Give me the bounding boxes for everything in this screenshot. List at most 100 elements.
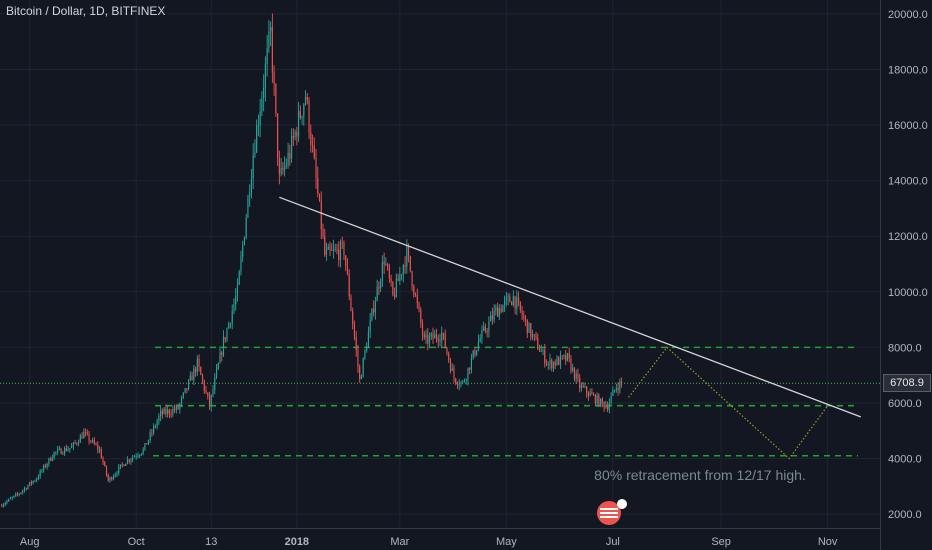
candle-body: [373, 308, 375, 313]
candle-body: [413, 286, 415, 295]
candle-body: [46, 463, 48, 467]
candle-body: [428, 336, 431, 344]
candle-body: [285, 164, 287, 166]
flag-stripe: [600, 516, 618, 518]
candle-body: [126, 459, 129, 464]
candle-body: [284, 165, 286, 170]
candle-body: [535, 335, 537, 338]
candle-body: [161, 410, 163, 415]
x-tick-label: 13: [205, 536, 217, 548]
annotation-text: 80% retracement from 12/17 high.: [594, 467, 806, 483]
candle-body: [554, 362, 556, 366]
projection-path: [628, 346, 829, 460]
candle-body: [287, 152, 289, 165]
candle-body: [359, 366, 361, 380]
candle-body: [226, 328, 228, 340]
candle-body: [60, 448, 62, 455]
candle-body: [229, 323, 232, 325]
candle-body: [568, 353, 570, 359]
candle-body: [203, 380, 205, 391]
candle-body: [392, 281, 394, 295]
x-tick-label: Nov: [818, 536, 838, 548]
candle-body: [420, 309, 422, 324]
candle-body: [198, 358, 200, 367]
candle-body: [366, 347, 368, 351]
candle-body: [205, 390, 207, 393]
candle-body: [524, 317, 527, 320]
candle-body: [182, 392, 184, 398]
candle-body: [607, 405, 609, 410]
candle-body: [621, 381, 623, 383]
candle-body: [493, 310, 495, 320]
candle-body: [416, 294, 418, 304]
candle-body: [245, 217, 247, 238]
candle-body: [589, 392, 591, 397]
candle-body: [322, 229, 324, 237]
candle-body: [1, 505, 3, 507]
candle-body: [593, 394, 595, 396]
candle-body: [271, 26, 273, 73]
candle-body: [435, 334, 438, 339]
candle-body: [455, 378, 457, 383]
candle-body: [566, 353, 569, 361]
candle-body: [8, 498, 10, 502]
candle-body: [308, 100, 310, 133]
candle-body: [215, 369, 218, 378]
us-flag-icon[interactable]: [597, 499, 627, 525]
candle-body: [318, 193, 321, 201]
candle-body: [261, 97, 263, 112]
candle-body: [371, 308, 373, 320]
candle-body: [76, 442, 78, 444]
candle-body: [364, 350, 366, 358]
candle-body: [484, 326, 486, 332]
candle-body: [552, 362, 555, 369]
candle-body: [528, 323, 530, 333]
candle-body: [559, 355, 562, 365]
candle-body: [514, 296, 516, 309]
candle-body: [97, 444, 99, 450]
candle-body: [188, 380, 190, 390]
candle-body: [263, 87, 265, 98]
candle-body: [29, 482, 31, 486]
candle-body: [346, 265, 349, 275]
trendline: [279, 196, 862, 418]
candle-body: [547, 363, 549, 365]
candle-body: [194, 368, 197, 373]
candle-body: [448, 353, 450, 361]
candle-body: [336, 249, 338, 251]
candle-body: [41, 470, 43, 472]
candle-body: [144, 443, 146, 450]
candle-body: [350, 296, 352, 311]
candle-body: [172, 408, 174, 415]
flag-badge: [617, 499, 627, 509]
candle-body: [427, 334, 429, 344]
candle-body: [526, 319, 528, 333]
candle-body: [214, 377, 216, 390]
candle-body: [270, 26, 272, 32]
candle-body: [16, 494, 19, 496]
candle-body: [439, 340, 441, 342]
candle-body: [301, 116, 303, 118]
candle-body: [385, 264, 387, 266]
candle-body: [22, 490, 24, 493]
candle-body: [163, 408, 165, 415]
candle-body: [291, 135, 293, 159]
candle-body: [174, 408, 176, 411]
candle-body: [233, 304, 235, 312]
candle-body: [490, 315, 492, 322]
candle-body: [105, 466, 108, 475]
x-tick-label: Mar: [390, 536, 409, 548]
candle-body: [355, 337, 357, 351]
candle-body: [238, 271, 240, 285]
candle-body: [591, 392, 593, 395]
candle-body: [378, 286, 380, 289]
candle-body: [587, 393, 589, 397]
candle-body: [304, 97, 307, 105]
candle-body: [329, 246, 331, 250]
candle-body: [71, 446, 73, 449]
candle-body: [380, 281, 382, 289]
candle-body: [34, 480, 36, 482]
candle-body: [449, 360, 452, 371]
candle-body: [11, 497, 13, 499]
